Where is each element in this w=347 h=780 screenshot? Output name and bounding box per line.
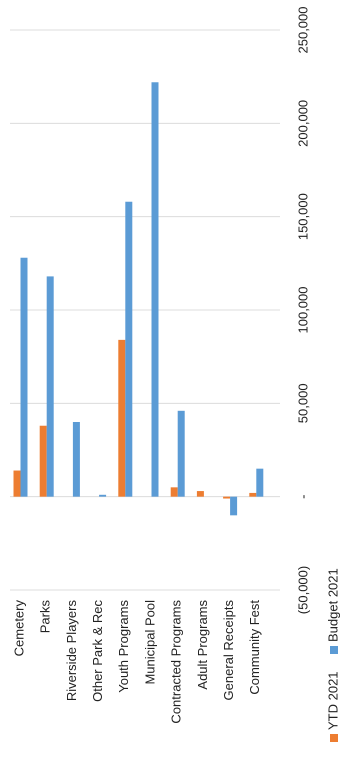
value-tick-label: (50,000) bbox=[295, 566, 310, 614]
bar-ytd-2021-parks bbox=[39, 425, 47, 497]
bar-ytd-2021-cemetery bbox=[13, 470, 21, 497]
bar-budget-2021-riverside-players bbox=[72, 422, 80, 497]
value-tick-label: 200,000 bbox=[295, 100, 310, 147]
bar-ytd-2021-general-receipts bbox=[223, 496, 231, 499]
bar-budget-2021-contracted-programs bbox=[177, 410, 185, 497]
value-tick-label: 100,000 bbox=[295, 287, 310, 334]
bar-budget-2021-youth-programs bbox=[125, 201, 133, 497]
gridlines bbox=[10, 29, 280, 591]
value-tick-labels: (50,000) - 50,000 100,000 150,000 200,000 250,… bbox=[295, 7, 310, 615]
value-tick-label: 250,000 bbox=[295, 7, 310, 54]
value-tick-label: 50,000 bbox=[295, 383, 310, 423]
legend-swatch-ytd-2021 bbox=[330, 734, 338, 742]
category-label-cemetery: Cemetery bbox=[11, 600, 26, 657]
value-tick-label: 150,000 bbox=[295, 193, 310, 240]
legend: YTD 2021 Budget 2021 bbox=[325, 568, 340, 742]
bar-budget-2021-municipal-pool bbox=[151, 82, 159, 497]
bar-budget-2021-parks bbox=[46, 276, 54, 497]
category-labels: Cemetery Parks Riverside Players Other Park… bbox=[11, 600, 262, 724]
category-label-community-fest: Community Fest bbox=[247, 600, 262, 695]
bar-budget-2021-community-fest bbox=[256, 468, 264, 497]
bar-ytd-2021-community-fest bbox=[249, 492, 257, 497]
bar-ytd-2021-contracted-programs bbox=[170, 487, 178, 497]
value-tick-label: - bbox=[295, 494, 310, 498]
category-label-general-receipts: General Receipts bbox=[221, 600, 236, 701]
bars bbox=[13, 82, 264, 516]
category-label-parks: Parks bbox=[38, 600, 53, 634]
category-label-other-park-and-rec: Other Park & Rec bbox=[90, 600, 105, 702]
bar-budget-2021-other-park-and-rec bbox=[99, 494, 107, 497]
category-label-riverside-players: Riverside Players bbox=[64, 600, 79, 702]
bar-budget-2021-cemetery bbox=[20, 257, 28, 497]
bar-budget-2021-general-receipts bbox=[230, 496, 238, 516]
legend-label-ytd-2021: YTD 2021 bbox=[325, 671, 340, 730]
bar-ytd-2021-adult-programs bbox=[196, 491, 204, 497]
category-label-youth-programs: Youth Programs bbox=[116, 600, 131, 693]
legend-label-budget-2021: Budget 2021 bbox=[325, 568, 340, 642]
bar-ytd-2021-youth-programs bbox=[118, 339, 126, 497]
category-label-adult-programs: Adult Programs bbox=[195, 600, 210, 690]
legend-swatch-budget-2021 bbox=[330, 646, 338, 654]
category-label-contracted-programs: Contracted Programs bbox=[169, 600, 184, 724]
category-label-municipal-pool: Municipal Pool bbox=[142, 600, 157, 685]
